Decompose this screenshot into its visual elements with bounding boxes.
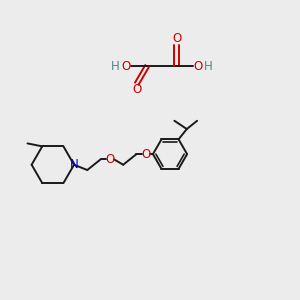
Text: N: N [70, 158, 79, 171]
Text: H: H [204, 60, 212, 73]
Text: O: O [105, 153, 115, 166]
Text: O: O [121, 60, 130, 73]
Text: H: H [111, 60, 120, 73]
Text: O: O [172, 32, 181, 45]
Text: O: O [132, 83, 141, 96]
Text: O: O [194, 60, 202, 73]
Text: O: O [141, 148, 151, 160]
